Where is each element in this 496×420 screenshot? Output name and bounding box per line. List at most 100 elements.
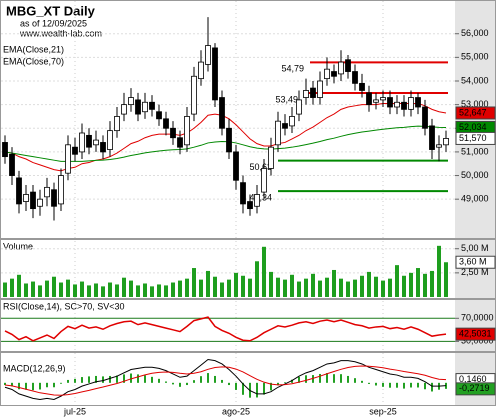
value-box-label: 52,034 — [459, 122, 487, 132]
candle-body — [226, 127, 232, 153]
histogram-bar — [228, 382, 230, 386]
histogram-bar — [158, 378, 160, 383]
x-tick-label: sep-25 — [369, 406, 397, 416]
y-tick-label: 30,0000 — [461, 336, 494, 346]
value-box — [455, 382, 496, 396]
histogram-bar — [298, 376, 300, 383]
volume-bar — [220, 282, 224, 297]
volume-bar — [94, 283, 98, 297]
candle-body — [72, 146, 78, 155]
candle-body — [9, 153, 15, 176]
histogram-bar — [25, 382, 27, 390]
candle-body — [79, 132, 85, 153]
volume-bar — [339, 278, 343, 297]
candle-body — [268, 146, 274, 169]
candle-body — [23, 194, 29, 202]
candle-body — [128, 97, 134, 106]
volume-bar — [87, 285, 91, 297]
volume-bar — [164, 285, 168, 297]
histogram-bar — [81, 377, 83, 383]
histogram-bar — [375, 382, 377, 386]
level-label: 54,79 — [281, 64, 304, 74]
histogram-bar — [39, 382, 41, 390]
candle-body — [58, 175, 64, 205]
candle-body — [30, 191, 36, 210]
histogram-bar — [424, 382, 426, 390]
candle-body — [191, 75, 197, 115]
y-tick-label: 56,000 — [461, 28, 489, 38]
histogram-bar — [305, 375, 307, 383]
panel-title: MACD(12,26,9) — [3, 363, 66, 373]
candle-body — [443, 138, 449, 146]
candle-body — [233, 151, 239, 181]
candle-body — [16, 177, 22, 205]
histogram-bar — [11, 382, 13, 387]
candle-body — [86, 134, 92, 148]
histogram-bar — [256, 382, 258, 398]
legend-entry: EMA(Close,21) — [3, 44, 64, 54]
y-tick-label: 54,000 — [461, 75, 489, 85]
histogram-bar — [291, 379, 293, 383]
panel-title: RSI(Close,14), SC>70, SV<30 — [3, 301, 125, 311]
volume-bar — [178, 280, 182, 297]
histogram-bar — [130, 373, 132, 383]
volume-bar — [101, 286, 105, 297]
candle-body — [422, 106, 428, 129]
candle-body — [2, 142, 8, 158]
volume-bar — [388, 278, 392, 297]
histogram-bar — [207, 373, 209, 383]
candle-body — [149, 101, 155, 110]
candle-body — [107, 130, 113, 150]
y-tick-label: 49,000 — [461, 194, 489, 204]
candle-body — [184, 116, 190, 146]
volume-bar — [416, 268, 420, 297]
volume-bar — [136, 285, 140, 297]
volume-bar — [129, 280, 133, 297]
volume-bar — [59, 282, 63, 297]
volume-bar — [227, 279, 231, 297]
value-box-label: 0,1460 — [459, 374, 487, 384]
volume-bar — [10, 278, 14, 297]
candle-body — [415, 97, 421, 108]
histogram-bar — [389, 382, 391, 388]
volume-bar — [374, 276, 378, 297]
value-box-label: -0,2719 — [459, 383, 490, 393]
histogram-bar — [312, 375, 314, 383]
volume-bar — [346, 281, 350, 297]
source: www.wealth-lab.com — [19, 28, 102, 38]
candle-body — [65, 144, 71, 174]
histogram-bar — [144, 375, 146, 383]
candle-body — [240, 182, 246, 205]
volume-bar — [143, 283, 147, 297]
candle-body — [163, 118, 169, 129]
candle-body — [219, 97, 225, 129]
level-label: 49,34 — [249, 193, 272, 203]
candle-body — [401, 101, 407, 110]
candle-body — [324, 68, 330, 80]
histogram-bar — [4, 382, 6, 386]
volume-bar — [24, 283, 28, 297]
histogram-bar — [284, 382, 286, 383]
volume-bar — [192, 268, 196, 297]
volume-bar — [108, 282, 112, 297]
histogram-bar — [67, 379, 69, 383]
volume-bar — [311, 273, 315, 297]
candle-body — [261, 168, 267, 193]
value-box — [455, 106, 496, 120]
histogram-bar — [340, 374, 342, 383]
histogram-bar — [165, 381, 167, 383]
volume-bar — [38, 285, 42, 297]
candle-body — [51, 189, 57, 207]
candle-body — [387, 97, 393, 108]
histogram-bar — [431, 382, 433, 392]
panel-title: Volume — [3, 241, 33, 251]
y-tick-label: 51,000 — [461, 146, 489, 156]
volume-bar — [367, 271, 371, 297]
candle-body — [135, 99, 141, 115]
volume-bar — [234, 272, 238, 297]
volume-bar — [402, 275, 406, 297]
histogram-bar — [361, 380, 363, 383]
histogram-bar — [151, 376, 153, 383]
